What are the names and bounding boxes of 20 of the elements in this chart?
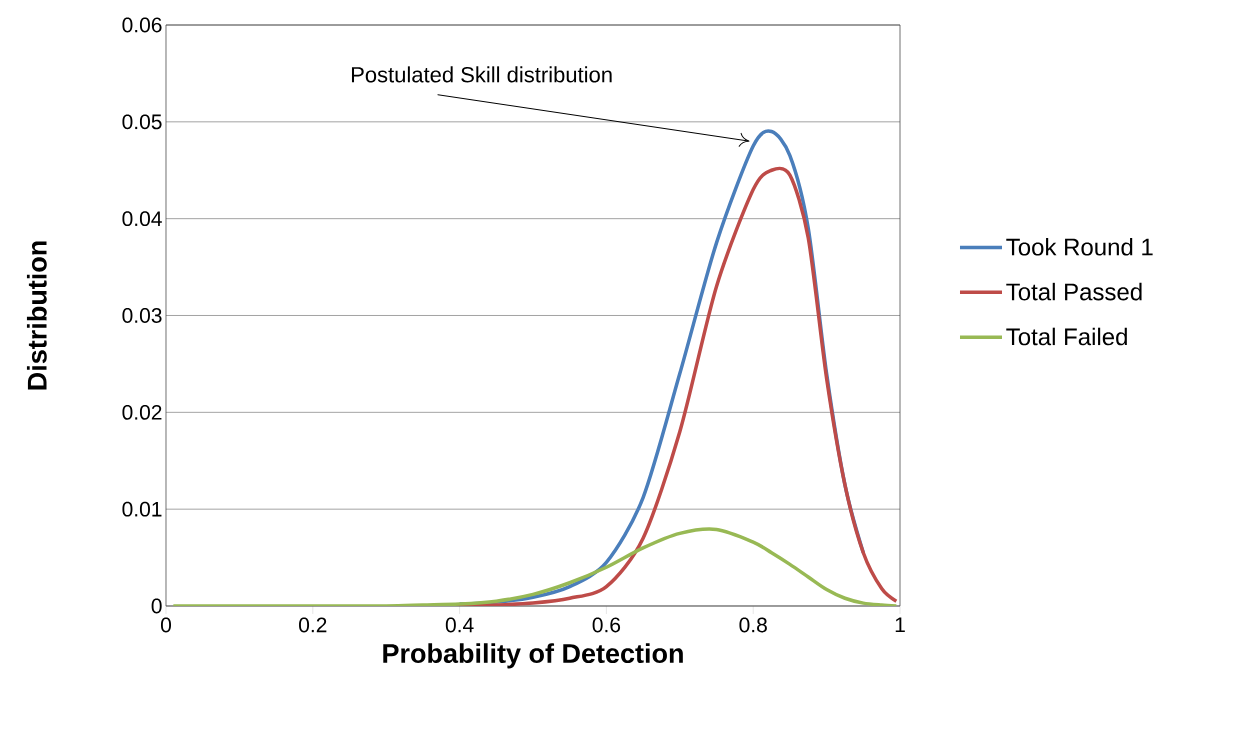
legend-label: Total Passed [1006, 282, 1142, 301]
y-axis-title: Distribution [26, 241, 47, 390]
x-axis-title: Probability of Detection [383, 643, 683, 669]
y-tick-label: 0.01 [122, 501, 162, 517]
x-tick-label: 0.2 [299, 617, 327, 633]
y-tick-label: 0.03 [122, 308, 162, 323]
y-tick-label: 0 [151, 598, 162, 614]
y-tick-label: 0.04 [122, 211, 162, 227]
y-tick-label: 0.02 [122, 404, 162, 420]
x-tick-label: 0.6 [592, 617, 621, 633]
annotation: Postulated Skill distribution [351, 66, 612, 83]
x-tick-label: 0.8 [739, 617, 767, 633]
y-tick-label: 0.06 [122, 17, 162, 33]
x-tick-label: 1 [895, 617, 905, 632]
line-series [171, 527, 899, 606]
x-tick-label: 0.4 [445, 617, 474, 633]
x-tick-label: 0 [160, 617, 172, 633]
legend-label: Took Round 1 [1006, 237, 1153, 256]
y-tick-label: 0.05 [122, 114, 162, 130]
legend-label: Total Failed [1006, 327, 1127, 346]
